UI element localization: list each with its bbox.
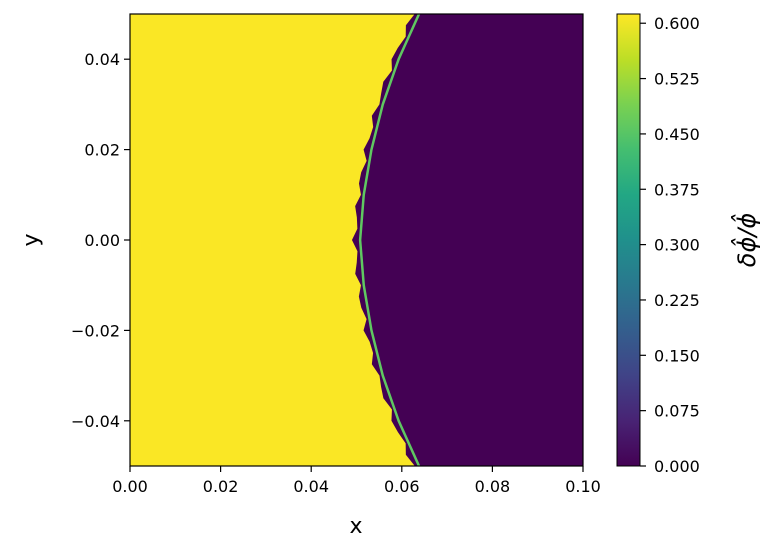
y-tick-label: 0.02 xyxy=(84,141,120,160)
colorbar-tick-label: 0.075 xyxy=(654,402,700,421)
y-axis-ticks: −0.04 −0.02 0.00 0.02 0.04 xyxy=(71,50,130,431)
y-axis-label: y xyxy=(19,233,44,246)
x-tick-label: 0.06 xyxy=(384,477,420,496)
x-axis-ticks: 0.00 0.02 0.04 0.06 0.08 0.10 xyxy=(112,466,601,496)
y-tick-label: 0.04 xyxy=(84,50,120,69)
colorbar-tick-label: 0.375 xyxy=(654,180,700,199)
colorbar-tick-label: 0.525 xyxy=(654,70,700,89)
colorbar-tick-label: 0.000 xyxy=(654,457,700,476)
x-tick-label: 0.04 xyxy=(293,477,329,496)
colorbar-tick-label: 0.150 xyxy=(654,346,700,365)
colorbar-ticks: 0.000 0.075 0.150 0.225 0.300 0.375 0.450 0.525… xyxy=(640,14,700,476)
y-tick-label: 0.00 xyxy=(84,231,120,250)
colorbar-tick-label: 0.600 xyxy=(654,14,700,33)
x-tick-label: 0.00 xyxy=(112,477,148,496)
x-tick-label: 0.10 xyxy=(565,477,601,496)
heatmap-plot-area xyxy=(130,14,583,466)
heatmap-bands xyxy=(130,14,421,466)
heatmap-band xyxy=(130,14,415,466)
colorbar: 0.000 0.075 0.150 0.225 0.300 0.375 0.450 0.525… xyxy=(616,13,761,476)
colorbar-tick-label: 0.225 xyxy=(654,291,700,310)
x-tick-label: 0.02 xyxy=(203,477,239,496)
colorbar-label: δϕ̂/ϕ̂ xyxy=(731,213,761,268)
y-tick-label: −0.02 xyxy=(71,321,120,340)
colorbar-gradient xyxy=(616,13,641,467)
colorbar-tick-label: 0.300 xyxy=(654,236,700,255)
x-tick-label: 0.08 xyxy=(475,477,511,496)
x-axis-label: x xyxy=(349,514,362,539)
y-tick-label: −0.04 xyxy=(71,412,120,431)
front-ridge xyxy=(358,14,421,466)
colorbar-tick-label: 0.450 xyxy=(654,125,700,144)
